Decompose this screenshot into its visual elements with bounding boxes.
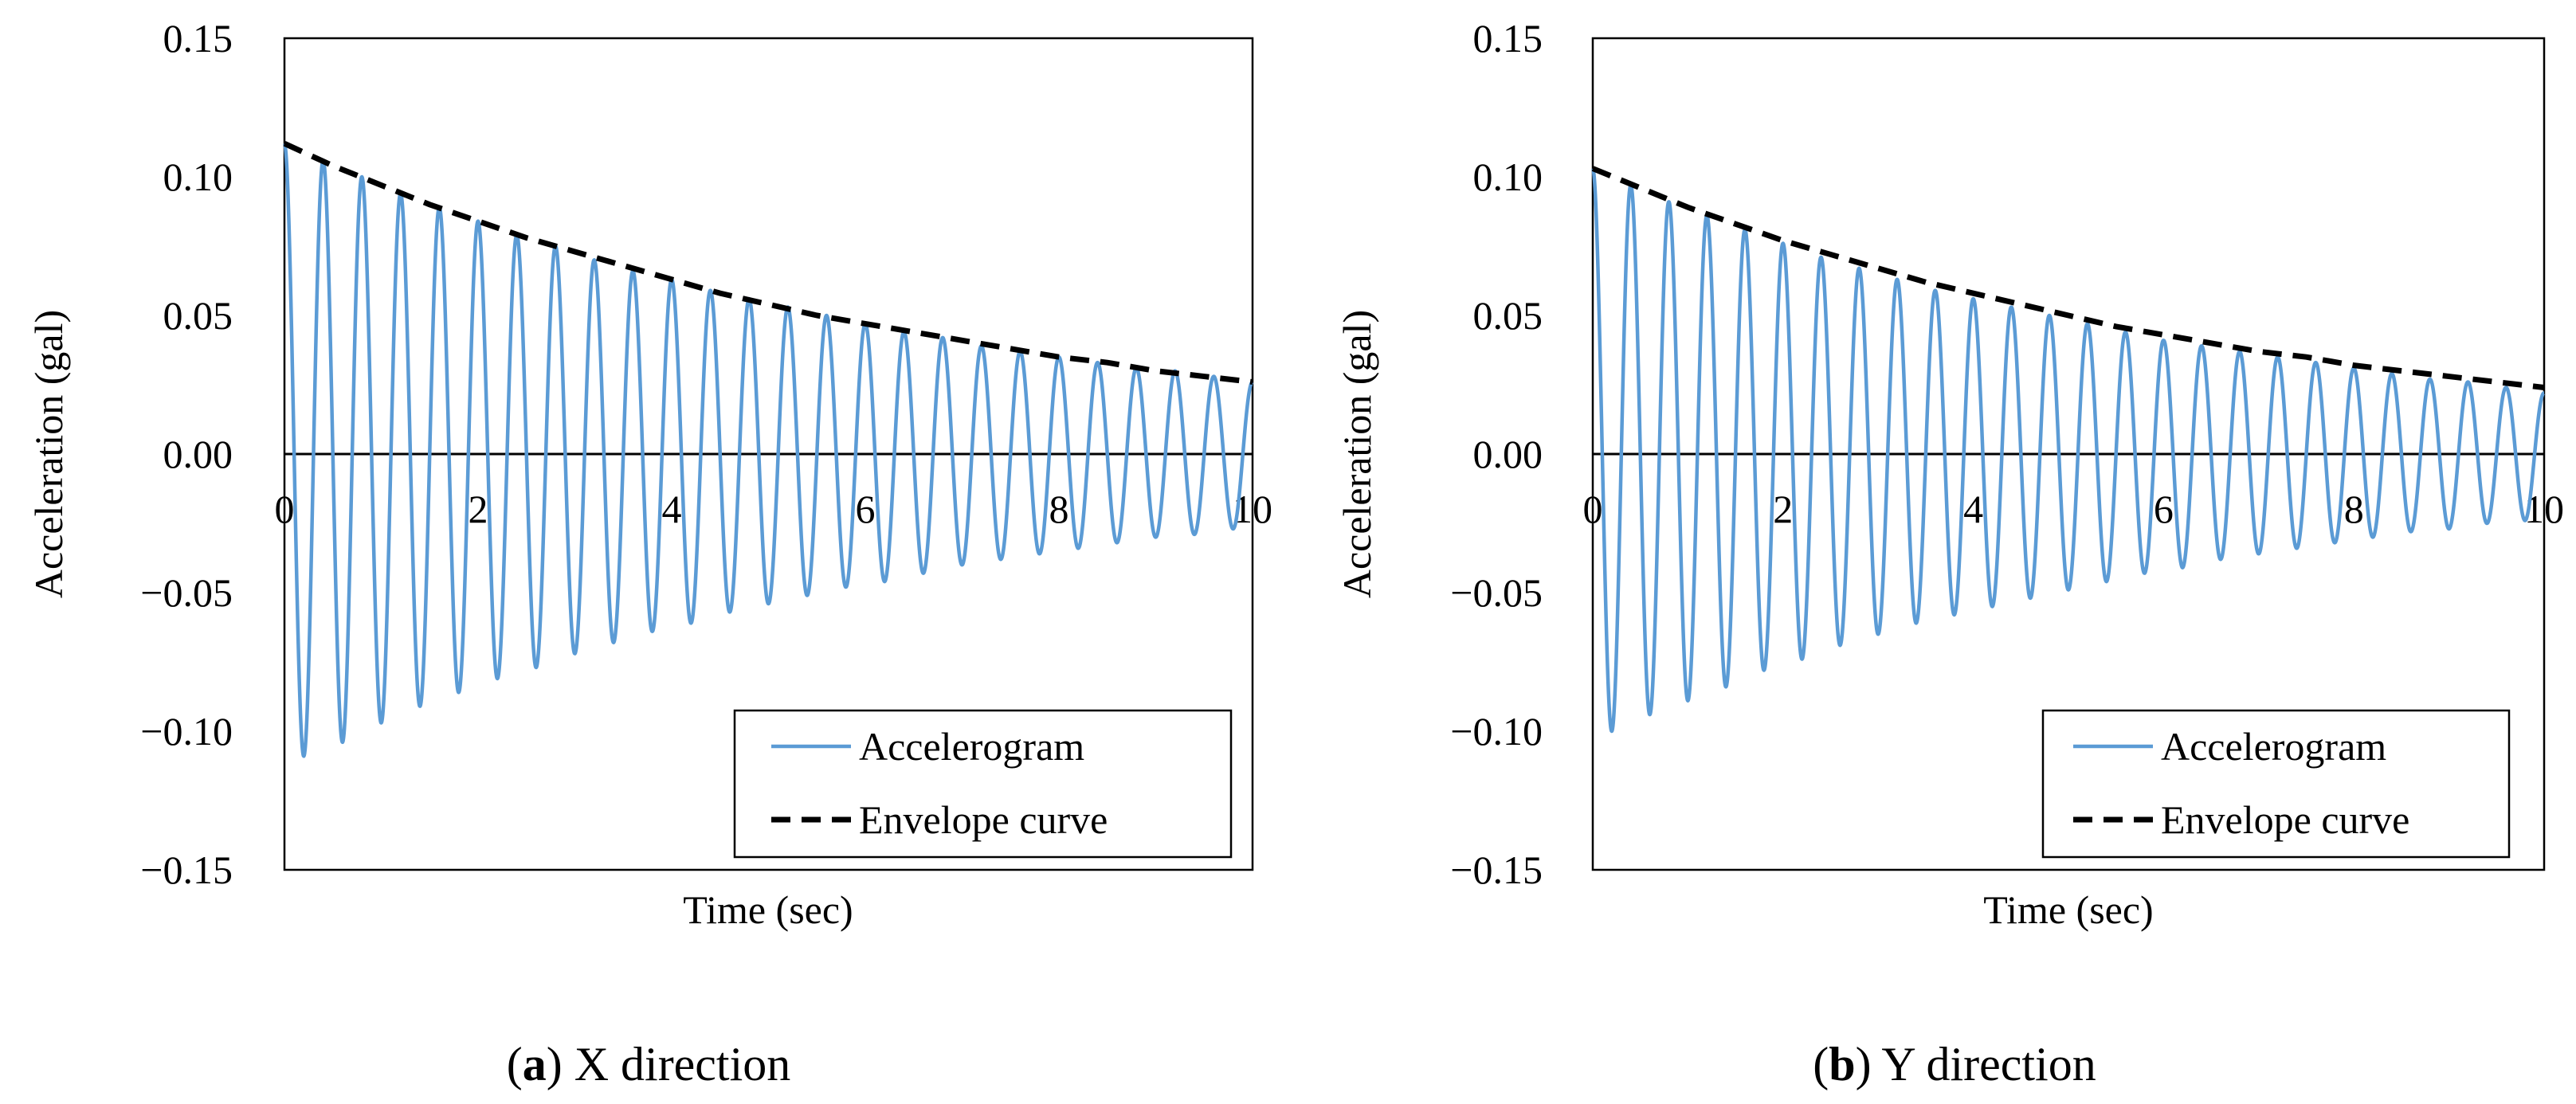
- legend-box: [2041, 709, 2511, 859]
- y-tick-label: 0.05: [163, 293, 233, 338]
- x-axis-label: Time (sec): [1983, 887, 2153, 932]
- x-tick-label: 2: [1773, 487, 1793, 531]
- x-tick-label: 8: [1049, 487, 1069, 531]
- chart-panel-a: 0.150.100.050.00−0.05−0.10−0.15 0 2 4 6 8 10 …: [26, 16, 1272, 1090]
- y-tick-label: 0.00: [163, 432, 233, 476]
- panel-letter: a: [523, 1038, 547, 1090]
- y-tick-label: −0.15: [140, 848, 233, 892]
- x-axis-label: Time (sec): [683, 887, 853, 932]
- y-tick-label: −0.10: [140, 709, 233, 754]
- legend-box: [733, 709, 1233, 859]
- panel-caption: (a) X direction: [507, 1038, 791, 1090]
- x-tick-label: 4: [1963, 487, 1983, 531]
- panel-caption-text: Y direction: [1881, 1038, 2096, 1090]
- x-tick-label: 4: [662, 487, 682, 531]
- legend-envelope-label: Envelope curve: [859, 797, 1108, 842]
- chart-panel-b: 0.150.100.050.00−0.05−0.10−0.15 0 2 4 6 8 10 …: [1335, 16, 2564, 1090]
- y-tick-label: 0.10: [163, 155, 233, 199]
- y-tick-label: 0.15: [163, 16, 233, 61]
- accelerogram-line: [283, 142, 1254, 758]
- x-tick-label: 8: [2344, 487, 2364, 531]
- y-tick-label: −0.10: [1450, 709, 1543, 754]
- panel-letter: b: [1829, 1038, 1855, 1090]
- x-tick-label: 2: [469, 487, 488, 531]
- legend-accelerogram-label: Accelerogram: [2161, 724, 2386, 769]
- y-tick-label: 0.00: [1473, 432, 1543, 476]
- y-tick-label: 0.15: [1473, 16, 1543, 61]
- y-tick-labels: 0.15 0.10 0.05 0.00 −0.05 −0.10 −0.15: [140, 16, 233, 892]
- legend-accelerogram-label: Accelerogram: [859, 724, 1084, 769]
- y-tick-label: −0.15: [1450, 848, 1543, 892]
- x-tick-labels: 0 2 4 6 8 10: [275, 487, 1273, 531]
- y-tick-labels: 0.15 0.10 0.05 0.00 −0.05 −0.10 −0.15: [1450, 16, 1543, 892]
- y-axis-label: Acceleration (gal): [1335, 310, 1379, 598]
- x-tick-label: 6: [856, 487, 876, 531]
- x-tick-label: 0: [1583, 487, 1603, 531]
- x-tick-labels: 0 2 4 6 8 10: [1583, 487, 2565, 531]
- y-tick-label: 0.05: [1473, 293, 1543, 338]
- legend: Accelerogram Envelope curve: [733, 709, 1233, 859]
- panel-caption: (b) Y direction: [1813, 1038, 2096, 1090]
- legend-envelope-label: Envelope curve: [2161, 797, 2409, 842]
- panel-caption-text: X direction: [574, 1038, 791, 1090]
- y-tick-label: −0.05: [140, 570, 233, 615]
- y-tick-label: −0.05: [1450, 570, 1543, 615]
- x-tick-label: 6: [2154, 487, 2174, 531]
- accelerogram-line: [1591, 167, 2546, 734]
- y-axis-label: Acceleration (gal): [26, 310, 71, 598]
- legend: Accelerogram Envelope curve: [2041, 709, 2511, 859]
- y-tick-label: 0.10: [1473, 155, 1543, 199]
- envelope-curve-line: [1591, 166, 2545, 390]
- x-tick-label: 0: [275, 487, 295, 531]
